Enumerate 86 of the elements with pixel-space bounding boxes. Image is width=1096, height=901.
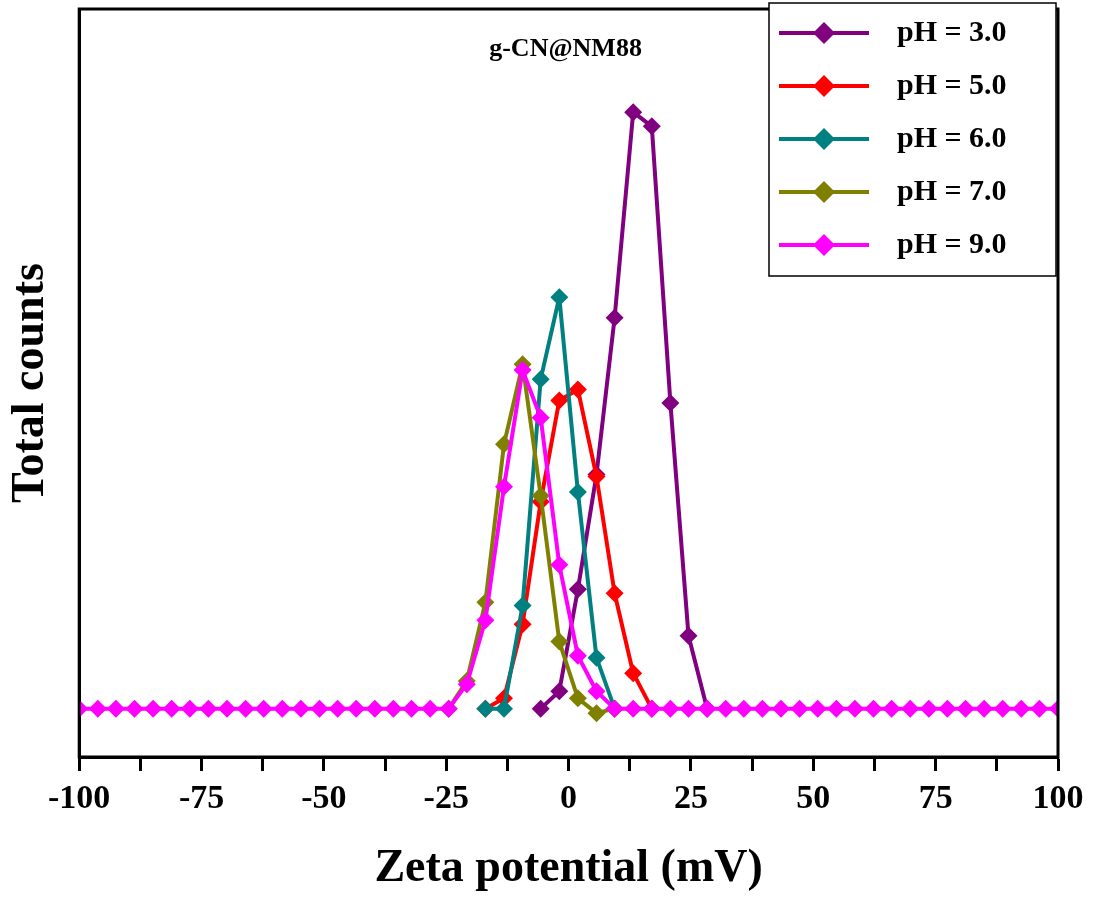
point [993,699,1012,718]
point [88,699,107,718]
x-tick-label: -50 [301,778,347,816]
legend-label: pH = 9.0 [897,225,1007,259]
point [513,361,532,380]
point [808,699,827,718]
point [679,626,698,645]
point [328,699,347,718]
point [365,699,384,718]
point [772,699,790,718]
point [624,699,643,718]
y-axis-title: Total counts [2,263,54,503]
point [827,699,846,718]
x-tick-label: 100 [1032,778,1084,816]
x-tick-label: -25 [423,778,469,816]
x-axis-title: Zeta potential (mV) [374,840,763,892]
point [531,408,550,427]
point [550,391,569,410]
point [587,704,606,723]
point [901,699,920,718]
point [106,699,125,718]
point [144,699,163,718]
point [495,699,513,718]
point [531,699,550,718]
point [568,482,587,501]
point [568,646,587,665]
text: g-CN@NM88 [489,32,642,62]
point [495,477,513,496]
point [605,584,624,603]
point [125,699,144,718]
point [587,648,606,667]
point [568,689,587,708]
point [642,117,661,136]
point [347,699,366,718]
point [919,699,938,718]
point [513,596,532,615]
legend-label: pH = 7.0 [897,172,1007,206]
point [550,555,569,574]
point [1030,699,1049,718]
point [661,393,680,412]
point [236,699,255,718]
x-tick-label: -75 [178,778,225,816]
x-tick-label: 50 [796,778,831,816]
point [661,699,680,718]
point [956,699,975,718]
point [624,664,643,683]
point [402,699,421,718]
point [291,699,310,718]
point [1012,699,1031,718]
x-tick-label: 25 [673,778,708,816]
point [568,380,587,399]
point [457,675,476,694]
point [273,699,292,718]
point [199,699,218,718]
point [975,699,994,718]
point [845,699,864,718]
point [550,632,569,651]
point [476,611,495,630]
legend-label: pH = 5.0 [897,66,1007,100]
point [753,699,772,718]
point [864,699,883,718]
point [882,699,901,718]
point [384,699,403,718]
point [531,486,550,505]
x-tick-label: -100 [48,778,111,816]
legend-label: pH = 6.0 [897,119,1007,153]
point [605,308,624,327]
point [624,103,643,122]
point [550,682,569,701]
point [180,699,199,718]
point [254,699,273,718]
point [218,699,236,718]
x-tick-label: 0 [560,778,578,816]
point [734,699,753,718]
point [716,699,735,718]
legend-label: pH = 3.0 [897,13,1007,47]
point [162,699,181,718]
x-tick-label: 75 [918,778,953,816]
point [531,370,550,389]
point [310,699,329,718]
point [587,682,606,701]
point [568,580,587,599]
point [679,699,698,718]
point [421,699,440,718]
point [790,699,809,718]
point [938,699,957,718]
